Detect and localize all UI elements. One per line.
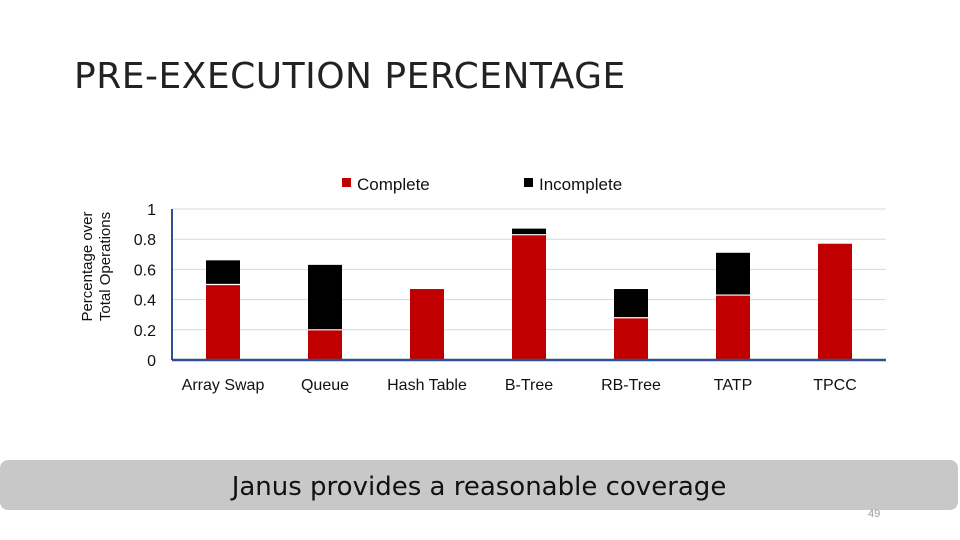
legend-swatch-complete [342,178,351,187]
y-axis-label-line-2: Total Operations [97,212,114,321]
x-tick-label: TPCC [813,377,857,394]
bar-complete-b-tree [512,234,546,360]
bar-group [206,228,852,360]
bar-incomplete-queue [308,264,342,330]
x-tick-label: Array Swap [182,377,265,394]
slide-title: PRE-EXECUTION PERCENTAGE [74,56,626,97]
bar-complete-tpcc [818,243,852,360]
page-number: 49 [868,508,881,520]
legend-label-incomplete: Incomplete [539,175,622,194]
y-tick-label: 0.2 [134,323,156,340]
x-tick-label: RB-Tree [601,377,661,394]
bar-complete-hash-table [410,289,444,360]
x-tick-label: B-Tree [505,377,553,394]
x-tick-label: Queue [301,377,349,394]
y-tick-labels: 0 0.2 0.4 0.6 0.8 1 [134,202,156,370]
y-tick-label: 0.4 [134,293,156,310]
bar-incomplete-rb-tree [614,289,648,318]
y-axis-label-line-1: Percentage over [79,211,96,321]
bar-complete-queue [308,329,342,360]
callout-text: Janus provides a reasonable coverage [231,472,727,502]
y-tick-label: 0.8 [134,232,156,249]
y-tick-label: 1 [147,202,156,219]
bar-incomplete-b-tree [512,228,546,235]
x-tick-label: Hash Table [387,377,467,394]
bar-complete-tatp [716,295,750,360]
stacked-bar-chart: 0 0.2 0.4 0.6 0.8 1 Array Swap Queue Hash Table… [79,175,886,394]
x-tick-label: TATP [714,377,753,394]
callout-banner: Janus provides a reasonable coverage [0,460,958,510]
bar-complete-array-swap [206,284,240,360]
legend: Complete Incomplete [342,175,622,194]
y-tick-label: 0.6 [134,262,156,279]
y-tick-label: 0 [147,353,156,370]
legend-label-complete: Complete [357,175,430,194]
bar-incomplete-tatp [716,252,750,296]
bar-complete-rb-tree [614,317,648,360]
axes [171,209,886,362]
bar-incomplete-array-swap [206,260,240,285]
x-category-labels: Array Swap Queue Hash Table B-Tree RB-Tree TA… [182,377,857,394]
legend-swatch-incomplete [524,178,533,187]
